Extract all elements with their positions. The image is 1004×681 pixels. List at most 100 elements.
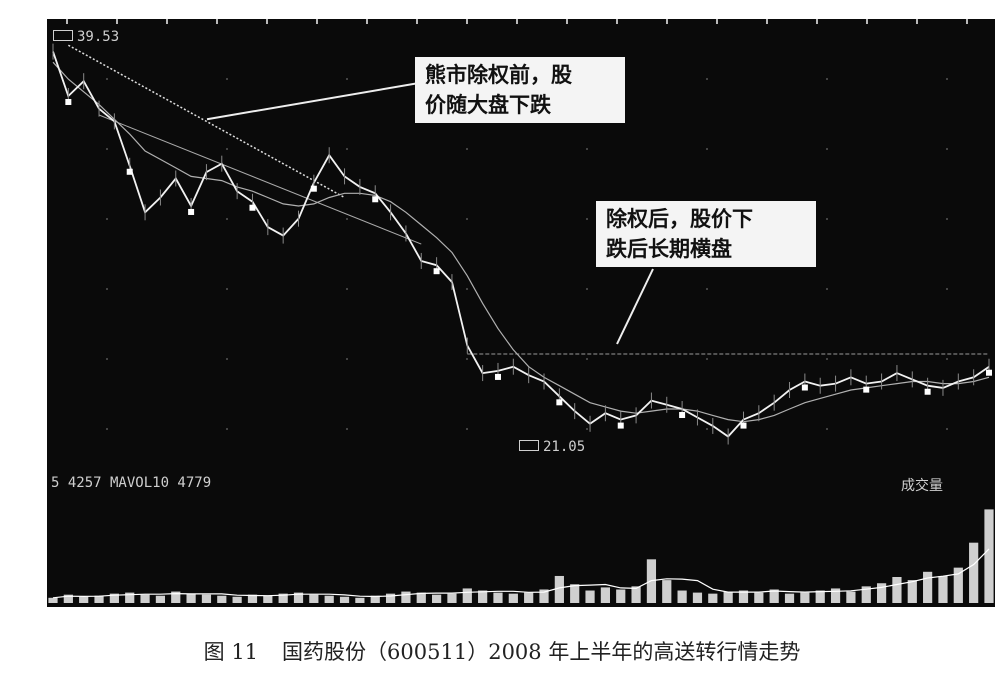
callout-after-ex-rights: 除权后，股价下 跌后长期横盘 [596,201,816,267]
grid-dot [586,428,588,430]
grid-dot [946,218,948,220]
volume-bar [432,594,442,603]
volume-bar [186,593,196,603]
volume-bar [355,597,365,603]
volume-bar [385,593,396,603]
grid-dot [346,288,348,290]
volume-bar [631,586,641,603]
grid-dot [586,358,588,360]
volume-bar [953,567,963,603]
grid-dot [106,148,108,150]
volume-bar [201,594,212,603]
reference-lines [67,44,989,355]
volume-bar [800,592,810,603]
volume-bar [217,595,227,603]
low-marker-icon [519,440,539,451]
grid-dot [706,288,708,290]
volume-bar [723,591,733,603]
volume-bar [708,593,718,603]
volume-bar [585,590,595,603]
volume-bar [63,594,73,603]
grid-dot [226,218,228,220]
volume-bar [263,595,273,603]
price-marker [740,422,747,429]
price-marker [863,386,870,393]
volume-bar [370,595,380,603]
volume-bar [861,586,871,603]
volume-bar [754,592,764,603]
grid-dot [826,428,828,430]
grid-dot [826,148,828,150]
grid-dot [226,288,228,290]
grid-dot [946,288,948,290]
volume-title: 成交量 [901,478,943,494]
volume-bar [892,577,902,603]
grid-dot [826,78,828,80]
volume-bar [247,594,258,603]
volume-bar [140,594,150,603]
grid-dot [946,78,948,80]
grid-dot [346,358,348,360]
grid-dot [826,218,828,220]
grid-dot [946,428,948,430]
price-high-label: 39.53 [53,29,119,45]
callout-pointer-2 [616,268,654,345]
volume-bar [969,542,979,603]
grid-dot [706,148,708,150]
volume-bar [769,589,779,603]
grid-dot [466,428,468,430]
volume-bar [784,593,795,603]
price-line [52,51,990,438]
grid-dot [466,288,468,290]
price-marker [556,399,563,406]
volume-bar [278,593,288,603]
grid-dot [466,358,468,360]
volume-bar [109,593,119,603]
grid-dot [586,218,588,220]
price-marker [801,384,808,391]
volume-bar [984,509,994,603]
moving-average-line [52,61,990,423]
grid-dot [466,218,468,220]
volume-indicator-label: 5 4257 MAVOL10 4779 [51,475,212,491]
price-low-label: 21.05 [519,439,585,455]
price-marker [617,422,624,429]
figure-caption: 图 11 国药股份（600511）2008 年上半年的高送转行情走势 [0,636,1004,666]
volume-bar [447,593,457,603]
price-marker [249,204,256,211]
grid-dot [346,428,348,430]
volume-bar [79,596,89,603]
volume-bar [339,596,350,603]
volume-bar [401,591,411,603]
volume-bar [692,592,703,603]
volume-bar [570,584,580,603]
volume-bar [94,595,104,603]
grid-dot [586,148,588,150]
grid-dot [946,358,948,360]
price-marker [126,168,133,175]
volume-bar [616,589,626,603]
volume-bar [830,588,841,603]
grid-dot [226,78,228,80]
price-markers [52,43,992,445]
grid-dot [586,288,588,290]
volume-bar [508,593,518,603]
price-marker [188,208,195,215]
callout-before-ex-rights: 熊市除权前，股 价随大盘下跌 [415,57,625,123]
price-marker [310,185,317,192]
volume-bar [600,587,610,603]
volume-average-line [52,548,990,599]
stock-chart [48,19,994,603]
grid-dot [106,78,108,80]
trend-line [67,44,345,199]
grid [66,19,968,430]
volume-bar [677,590,687,603]
volume-bar [232,596,242,603]
grid-dot [106,428,108,430]
chart-panel: 39.53 21.05 5 4257 MAVOL10 4779 成交量 熊市除权… [47,19,995,607]
volume-bar [738,590,749,603]
volume-bar [48,597,58,603]
volume-bar [539,589,549,603]
volume-bar [524,592,534,603]
price-marker [986,369,992,376]
